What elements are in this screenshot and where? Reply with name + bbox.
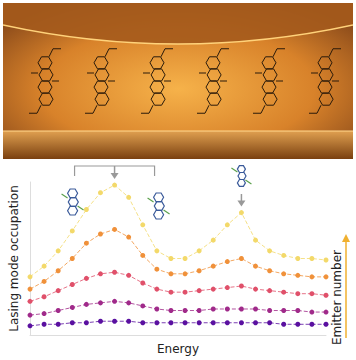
svg-text:Lasing mode occupation: Lasing mode occupation (7, 185, 21, 332)
svg-text:Emitter number: Emitter number (330, 250, 344, 345)
svg-text:Energy: Energy (157, 342, 199, 356)
